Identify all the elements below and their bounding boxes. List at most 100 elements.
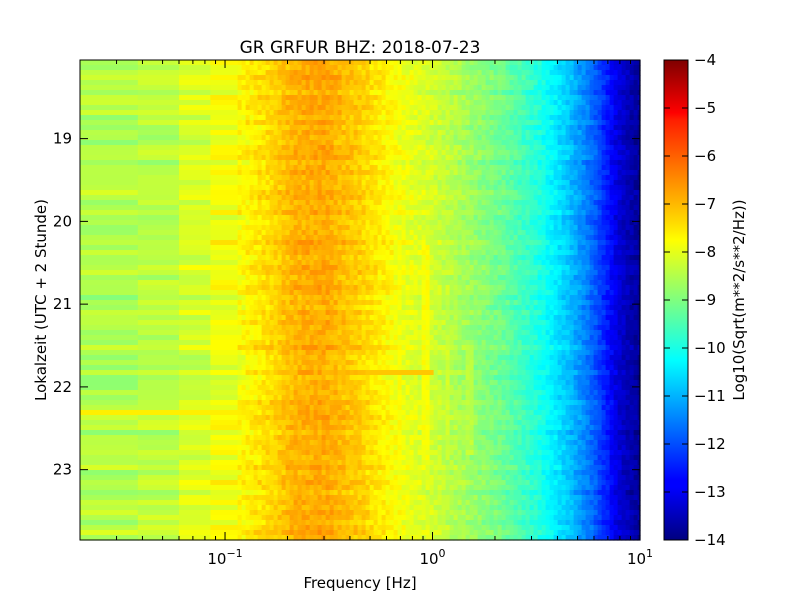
- heatmap-cell: [637, 160, 641, 166]
- heatmap-cell: [305, 235, 311, 241]
- heatmap-cell: [269, 100, 275, 106]
- heatmap-cell: [425, 205, 431, 211]
- heatmap-cell: [521, 220, 527, 226]
- heatmap-cell: [429, 125, 435, 131]
- heatmap-cell: [581, 140, 587, 146]
- heatmap-cell: [581, 245, 587, 251]
- heatmap-cell: [241, 90, 247, 96]
- heatmap-cell: [477, 130, 483, 136]
- heatmap-cell: [353, 80, 359, 86]
- heatmap-cell: [465, 145, 471, 151]
- heatmap-cell: [369, 185, 375, 191]
- heatmap-cell: [429, 120, 435, 126]
- heatmap-cell: [417, 170, 423, 176]
- heatmap-cell: [353, 150, 359, 156]
- heatmap-cell: [537, 280, 543, 286]
- heatmap-cell: [397, 245, 403, 251]
- heatmap-cell: [317, 185, 323, 191]
- heatmap-cell: [381, 235, 387, 241]
- heatmap-cell: [605, 195, 611, 201]
- heatmap-cell: [333, 95, 339, 101]
- heatmap-cell: [373, 295, 379, 301]
- heatmap-cell: [565, 265, 571, 271]
- heatmap-cell: [341, 210, 347, 216]
- heatmap-cell: [413, 75, 419, 81]
- heatmap-cell: [309, 215, 315, 221]
- heatmap-cell: [80, 145, 139, 151]
- heatmap-cell: [253, 185, 259, 191]
- heatmap-cell: [309, 195, 315, 201]
- heatmap-cell: [505, 135, 511, 141]
- heatmap-cell: [485, 155, 491, 161]
- heatmap-cell: [401, 295, 407, 301]
- heatmap-cell: [489, 270, 495, 276]
- heatmap-cell: [437, 270, 443, 276]
- heatmap-cell: [609, 105, 615, 111]
- heatmap-cell: [265, 245, 271, 251]
- heatmap-cell: [269, 110, 275, 116]
- heatmap-cell: [613, 125, 619, 131]
- heatmap-cell: [577, 100, 583, 106]
- heatmap-cell: [593, 180, 599, 186]
- heatmap-cell: [80, 210, 139, 216]
- heatmap-cell: [425, 245, 431, 251]
- heatmap-cell: [321, 295, 327, 301]
- heatmap-cell: [549, 235, 555, 241]
- heatmap-cell: [341, 255, 347, 261]
- heatmap-cell: [241, 270, 247, 276]
- heatmap-cell: [505, 120, 511, 126]
- heatmap-cell: [273, 185, 279, 191]
- heatmap-cell: [617, 145, 623, 151]
- heatmap-cell: [365, 145, 371, 151]
- heatmap-cell: [281, 80, 287, 86]
- heatmap-cell: [557, 275, 563, 281]
- heatmap-cell: [589, 60, 595, 66]
- heatmap-cell: [565, 165, 571, 171]
- heatmap-cell: [281, 110, 287, 116]
- heatmap-cell: [617, 85, 623, 91]
- heatmap-cell: [417, 250, 423, 256]
- heatmap-cell: [493, 200, 499, 206]
- heatmap-cell: [381, 120, 387, 126]
- heatmap-cell: [505, 115, 511, 121]
- heatmap-cell: [629, 270, 635, 276]
- heatmap-cell: [337, 95, 343, 101]
- heatmap-cell: [289, 90, 295, 96]
- heatmap-cell: [505, 70, 511, 76]
- heatmap-cell: [605, 275, 611, 281]
- heatmap-cell: [557, 105, 563, 111]
- heatmap-cell: [441, 210, 447, 216]
- heatmap-cell: [609, 70, 615, 76]
- heatmap-cell: [179, 285, 211, 291]
- heatmap-cell: [293, 90, 299, 96]
- heatmap-cell: [289, 85, 295, 91]
- heatmap-cell: [253, 270, 259, 276]
- heatmap-cell: [365, 70, 371, 76]
- heatmap-cell: [461, 180, 467, 186]
- heatmap-cell: [445, 175, 451, 181]
- heatmap-cell: [585, 185, 591, 191]
- heatmap-cell: [381, 140, 387, 146]
- heatmap-cell: [597, 120, 603, 126]
- heatmap-cell: [553, 255, 559, 261]
- heatmap-cell: [449, 75, 455, 81]
- heatmap-cell: [269, 240, 275, 246]
- heatmap-cell: [357, 85, 363, 91]
- heatmap-cell: [577, 140, 583, 146]
- heatmap-cell: [281, 60, 287, 66]
- heatmap-cell: [441, 60, 447, 66]
- heatmap-cell: [385, 295, 391, 301]
- heatmap-cell: [313, 125, 319, 131]
- heatmap-cell: [581, 215, 587, 221]
- heatmap-cell: [577, 165, 583, 171]
- heatmap-cell: [481, 95, 487, 101]
- heatmap-cell: [461, 285, 467, 291]
- heatmap-cell: [617, 195, 623, 201]
- heatmap-cell: [537, 135, 543, 141]
- heatmap-cell: [249, 140, 255, 146]
- heatmap-cell: [281, 235, 287, 241]
- heatmap-cell: [573, 90, 579, 96]
- heatmap-cell: [413, 295, 419, 301]
- heatmap-cell: [561, 275, 567, 281]
- heatmap-cell: [369, 165, 375, 171]
